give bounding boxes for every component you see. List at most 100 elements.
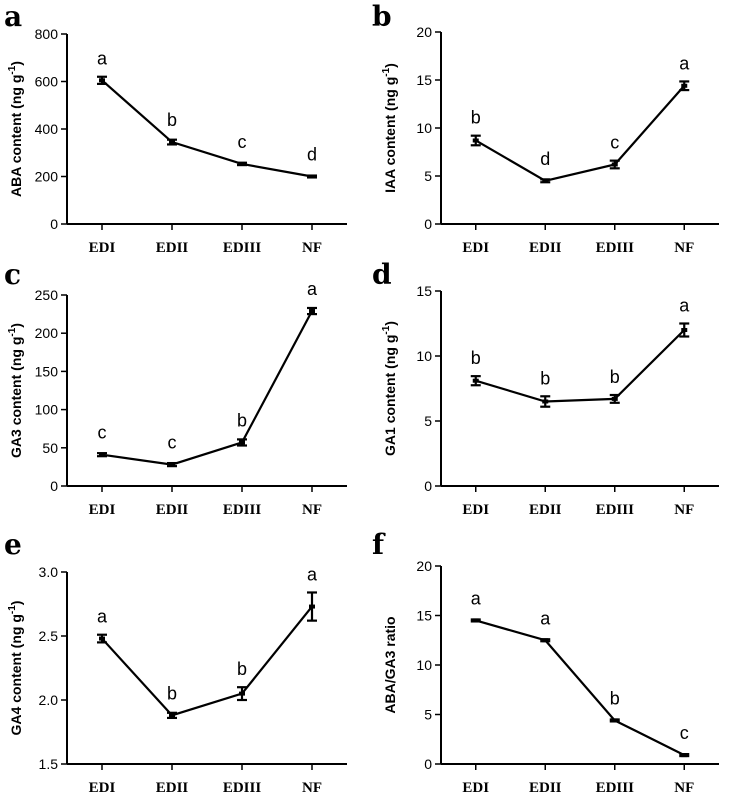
significance-label: c — [610, 132, 619, 152]
significance-label: b — [540, 368, 550, 388]
significance-label: b — [167, 110, 177, 130]
y-axis-label-text: GA1 content (ng g — [382, 335, 398, 456]
x-tick-label: EDIII — [596, 502, 635, 518]
y-axis-label-text: ABA content (ng g — [8, 75, 24, 197]
y-axis-label-superscript: -1 — [381, 67, 392, 76]
significance-label: a — [97, 607, 108, 627]
y-axis-label-end: ) — [382, 63, 398, 68]
panel-letter-b: b — [372, 0, 392, 33]
y-axis-label-superscript: -1 — [7, 605, 18, 614]
x-tick-label: EDIII — [223, 240, 262, 256]
data-point — [239, 691, 245, 696]
x-tick-label: EDI — [89, 780, 116, 796]
x-tick-label: EDII — [529, 780, 562, 796]
panel-e: e 1.5 2.0 2.5 3.0 EDI EDII EDIII NF GA4 content (… — [4, 528, 347, 796]
panel-letter-a: a — [4, 0, 22, 33]
x-tick-label: EDII — [156, 240, 189, 256]
y-tick-label: 0 — [424, 478, 432, 494]
significance-label: d — [307, 145, 317, 165]
panel-c: c 0 50 100 150 200 250 EDI EDII EDIII NF GA3 conten… — [4, 258, 347, 518]
significance-label: a — [97, 48, 108, 68]
data-point — [309, 174, 315, 179]
y-axis-label-end: ) — [8, 601, 24, 606]
significance-label: b — [167, 683, 177, 703]
panel-a: a 0 200 400 600 800 EDI EDII EDIII NF ABA content … — [4, 0, 347, 256]
y-axis-label-end: ) — [8, 61, 24, 66]
y-axis-label-superscript: -1 — [7, 65, 18, 74]
x-tick-label: NF — [302, 780, 322, 796]
x-tick-label: EDII — [156, 780, 189, 796]
data-point — [169, 140, 175, 145]
x-tick-label: EDII — [156, 502, 189, 518]
panel-letter-e: e — [4, 528, 22, 561]
data-point — [239, 161, 245, 166]
significance-label: a — [471, 588, 482, 608]
y-tick-label: 0 — [50, 478, 58, 494]
series-line-c — [101, 310, 313, 466]
series-line-f — [475, 619, 685, 757]
data-point — [681, 753, 688, 758]
x-tick-label: NF — [674, 780, 694, 796]
y-axis-label-e: GA4 content (ng g-1) — [7, 601, 24, 736]
x-tick-label: NF — [674, 502, 694, 518]
data-point — [472, 378, 479, 383]
x-tick-label: EDIII — [223, 780, 262, 796]
x-tick-label: EDIII — [223, 502, 262, 518]
panel-f: f 0 5 10 15 20 EDI EDII EDIII NF ABA/GA3 ratio a a b c — [372, 528, 719, 796]
y-axis-label-superscript: -1 — [381, 325, 392, 334]
significance-label: b — [471, 348, 481, 368]
data-point — [99, 78, 105, 83]
significance-label: c — [98, 423, 107, 443]
x-tick-label: EDIII — [596, 240, 635, 256]
series-line-a — [101, 79, 313, 178]
series-line-e — [101, 605, 313, 717]
y-tick-label: 10 — [416, 120, 432, 136]
significance-label: b — [237, 659, 247, 679]
y-tick-label: 50 — [42, 440, 58, 456]
y-tick-label: 5 — [424, 168, 432, 184]
data-point — [542, 178, 549, 183]
panel-letter-f: f — [372, 528, 386, 561]
data-point — [472, 618, 479, 623]
y-tick-label: 15 — [416, 608, 432, 624]
data-point — [542, 399, 549, 404]
significance-label: c — [680, 723, 689, 743]
y-axis-label-f: ABA/GA3 ratio — [382, 616, 398, 713]
y-tick-label: 3.0 — [39, 564, 59, 580]
data-point — [169, 713, 175, 718]
x-tick-label: NF — [302, 240, 322, 256]
y-tick-label: 250 — [35, 287, 59, 303]
significance-label: b — [610, 688, 620, 708]
x-tick-label: EDI — [462, 502, 489, 518]
y-tick-label: 15 — [416, 283, 432, 299]
data-point — [611, 718, 618, 723]
significance-label: c — [168, 433, 177, 453]
y-axis-label-end: ) — [8, 323, 24, 328]
y-tick-label: 400 — [35, 121, 59, 137]
y-tick-label: 1.5 — [39, 756, 59, 772]
data-point — [611, 162, 618, 167]
y-tick-label: 0 — [424, 756, 432, 772]
x-tick-label: EDIII — [596, 780, 635, 796]
significance-label: a — [679, 53, 690, 73]
series-line-b — [475, 85, 686, 182]
significance-label: c — [238, 132, 247, 152]
data-point — [681, 328, 688, 332]
y-axis-label-text: ABA/GA3 ratio — [382, 616, 398, 713]
y-axis-label-a: ABA content (ng g-1) — [7, 61, 24, 197]
y-tick-label: 600 — [35, 74, 59, 90]
panel-letter-d: d — [372, 258, 392, 291]
y-axis-label-c: GA3 content (ng g-1) — [7, 323, 24, 458]
panel-d: d 0 5 10 15 EDI EDII EDIII NF GA1 content (ng g-1… — [372, 258, 719, 518]
significance-label: a — [540, 608, 551, 628]
y-tick-label: 200 — [35, 325, 59, 341]
y-tick-label: 100 — [35, 402, 59, 418]
y-axis-label-end: ) — [382, 321, 398, 326]
data-point — [169, 462, 175, 467]
x-tick-label: NF — [674, 240, 694, 256]
x-tick-label: EDI — [89, 502, 116, 518]
significance-label: d — [540, 149, 550, 169]
significance-label: b — [471, 108, 481, 128]
data-point — [99, 636, 105, 641]
